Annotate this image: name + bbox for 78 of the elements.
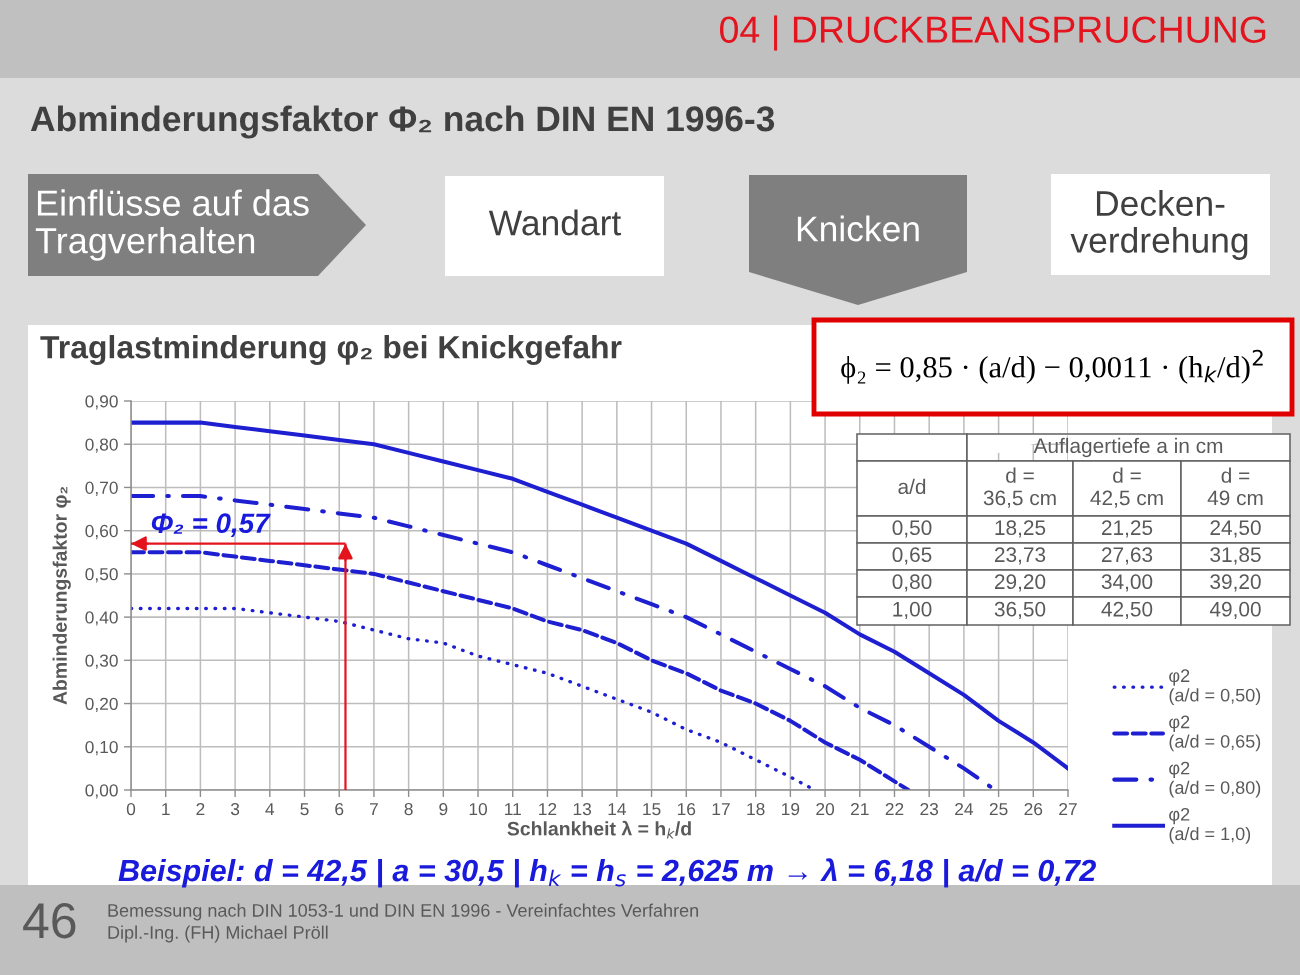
x-tick-label: 1	[162, 803, 170, 816]
x-tick-label: 17	[712, 803, 730, 816]
x-tick-label: 23	[920, 802, 939, 816]
x-tick-label: 4	[265, 803, 275, 816]
y-tick-label: 0,40	[85, 611, 118, 626]
legend-label: φ2 (a/d = 0,65)	[1169, 715, 1261, 752]
x-tick-label: 8	[404, 802, 413, 816]
x-tick-label: 6	[335, 802, 344, 816]
text: Dipl.-Ing. (FH) Michael Pröll	[108, 925, 328, 943]
annotation: 29,20	[994, 574, 1046, 592]
text: 46	[23, 903, 76, 939]
x-tick-label: 2	[196, 802, 205, 816]
annotation: 0,50	[892, 520, 932, 538]
text: 04 | DRUCKBEANSPRUCHUNG	[720, 15, 1266, 51]
annotation: 18,25	[995, 520, 1046, 538]
x-tick-label: 11	[505, 803, 521, 816]
legend-label: φ2 (a/d = 1,0)	[1169, 807, 1251, 844]
y-tick-label: 0,60	[85, 524, 118, 540]
text: 24,50	[1210, 520, 1261, 538]
x-tick-label: 12	[539, 802, 557, 816]
x-tick-label: 20	[816, 802, 835, 816]
text: Bemessung nach DIN 1053-1 und DIN EN 1996 - Vereinfachtes Verfahren	[108, 903, 698, 921]
ref-line-label: Φ₂ = 0,57	[151, 513, 271, 538]
text: Einflüsse auf das Tragverhalten	[35, 189, 309, 261]
annotation: Auflagertiefe a in cm	[1033, 437, 1223, 458]
x-tick-label: 13	[573, 802, 592, 816]
x-tick-label: 21	[851, 802, 869, 816]
y-tick-label: 0,80	[85, 438, 118, 453]
y-tick-label: 0,00	[85, 784, 118, 799]
y-tick-label: 0,10	[85, 740, 118, 756]
annotation: 36,50	[994, 601, 1046, 620]
x-tick-label: 25	[989, 802, 1008, 816]
legend-label: φ2 (a/d = 0,80)	[1169, 761, 1261, 798]
annotation: a/d	[898, 478, 926, 495]
x-tick-label: 3	[230, 802, 240, 816]
text: 31,85	[1210, 547, 1261, 565]
x-tick-label: 5	[300, 803, 309, 816]
text: 21,25	[1101, 520, 1153, 538]
text: d = 42,5 cm	[1090, 467, 1163, 508]
x-tick-label: 16	[677, 802, 696, 816]
x-tick-label: 7	[369, 803, 378, 816]
x-tick-label: 9	[439, 802, 448, 816]
annotation: 0,65	[892, 547, 932, 565]
x-tick-label: 22	[885, 802, 904, 816]
x-tick-label: 15	[643, 803, 661, 816]
text: ϕ₂ = 0,85 · (a/d) − 0,0011 · (h$_{k}$/d)$^{2}$	[841, 349, 1263, 384]
text: Wandart	[488, 209, 621, 236]
x-tick-label: 19	[782, 802, 800, 816]
annotation: 0,80	[892, 574, 932, 592]
text: d = 49 cm	[1207, 467, 1263, 506]
x-tick-label: 18	[747, 802, 765, 816]
x-tick-label: 27	[1059, 802, 1077, 816]
text: 34,00	[1101, 574, 1153, 592]
text: 39,20	[1210, 574, 1261, 592]
legend-label: φ2 (a/d = 0,50)	[1169, 669, 1261, 706]
y-tick-label: 0,90	[85, 395, 118, 410]
annotation: 1,00	[893, 601, 932, 620]
text: 42,50	[1101, 601, 1153, 620]
y-tick-label: 0,50	[85, 568, 118, 583]
text: 27,63	[1101, 547, 1153, 565]
text: Beispiel: d = 42,5 | a = 30,5 | h$_{k}$ = h$_{s}$ = 2,625 m → λ = 6,18 | a/d = 0,72	[118, 858, 1096, 888]
y-tick-label: 0,70	[85, 481, 118, 496]
annotation: 23,73	[994, 547, 1046, 565]
x-tick-label: 14	[608, 803, 626, 816]
y-axis-title: Abminderungsfaktor φ₂	[52, 486, 71, 705]
x-tick-label: 0	[126, 802, 136, 816]
annotation: d = 36,5 cm	[983, 467, 1056, 508]
x-tick-label: 26	[1024, 802, 1043, 816]
text: Abminderungsfaktor Φ₂ nach DIN EN 1996-3	[30, 105, 775, 139]
text: 49,00	[1209, 601, 1261, 620]
y-tick-label: 0,30	[85, 654, 118, 669]
chart-title: Traglastminderung φ₂ bei Knickgefahr	[40, 335, 622, 365]
text: Knicken	[797, 215, 919, 242]
x-tick-label: 10	[469, 802, 488, 816]
x-tick-label: 24	[955, 802, 974, 816]
y-tick-label: 0,20	[85, 697, 118, 713]
text: Decken- verdrehung	[1070, 190, 1248, 260]
x-axis-title: Schlankheit λ = h$_{k}$/d	[507, 820, 691, 839]
